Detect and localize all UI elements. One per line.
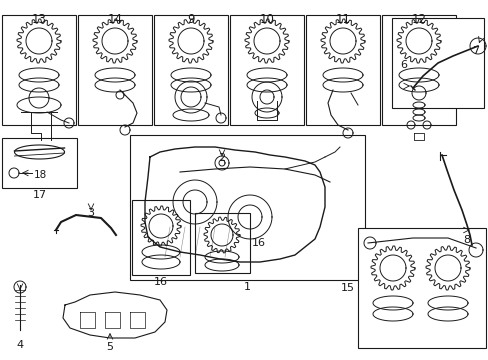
Text: 11: 11 [335, 13, 350, 26]
Bar [195, 213, 249, 273]
Text: 18: 18 [34, 170, 47, 180]
Bar [305, 15, 379, 125]
Text: 16: 16 [251, 238, 265, 248]
Bar [357, 228, 485, 348]
Bar [381, 15, 455, 125]
Text: 2: 2 [218, 153, 225, 163]
Text: 6: 6 [399, 60, 406, 70]
Text: 9: 9 [187, 13, 194, 26]
Bar [130, 135, 364, 280]
Text: 10: 10 [259, 13, 274, 26]
Bar [2, 15, 76, 125]
Text: 3: 3 [87, 208, 94, 218]
Text: 14: 14 [107, 13, 122, 26]
Text: 4: 4 [17, 340, 23, 350]
Bar [154, 15, 227, 125]
Bar [229, 15, 304, 125]
Text: 5: 5 [106, 342, 113, 352]
Bar [78, 15, 152, 125]
Text: 7: 7 [471, 46, 478, 56]
Text: 17: 17 [32, 190, 46, 200]
Text: 16: 16 [154, 277, 168, 287]
Text: 15: 15 [340, 283, 354, 293]
Bar [391, 18, 483, 108]
Bar [2, 138, 77, 188]
Text: 13: 13 [32, 13, 46, 26]
Text: 12: 12 [411, 13, 426, 26]
Text: 1: 1 [244, 282, 250, 292]
Text: 8: 8 [463, 235, 469, 245]
Bar [132, 200, 190, 275]
